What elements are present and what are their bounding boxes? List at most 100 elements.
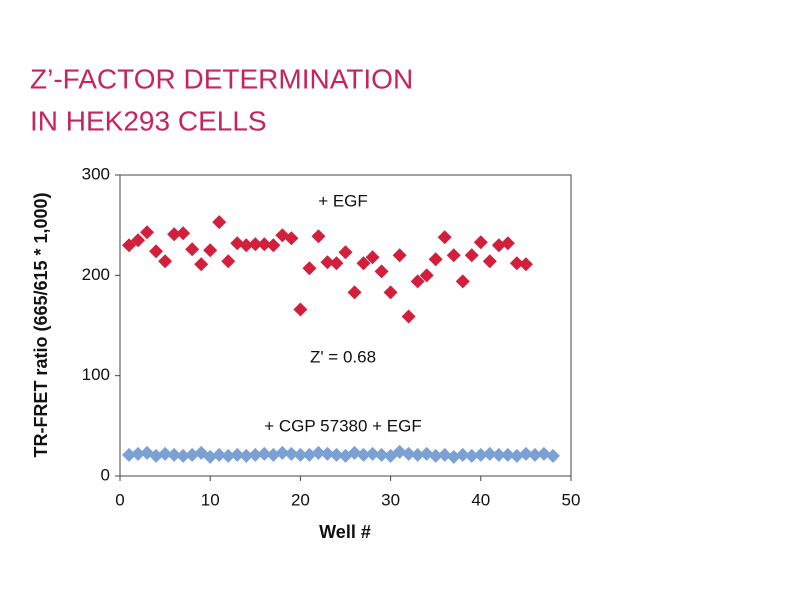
data-point bbox=[239, 448, 254, 463]
data-point bbox=[473, 447, 488, 462]
data-point bbox=[446, 449, 461, 464]
y-tick-label: 0 bbox=[101, 465, 110, 484]
data-point bbox=[185, 242, 200, 257]
x-tick-label: 0 bbox=[115, 490, 124, 509]
data-point bbox=[176, 226, 191, 241]
x-tick-label: 30 bbox=[381, 490, 400, 509]
data-point bbox=[212, 215, 227, 230]
data-point bbox=[383, 285, 398, 300]
x-tick-label: 40 bbox=[471, 490, 490, 509]
data-point bbox=[122, 447, 137, 462]
data-point bbox=[536, 446, 551, 461]
data-point bbox=[212, 447, 227, 462]
data-point bbox=[545, 448, 560, 463]
data-point bbox=[329, 447, 344, 462]
x-axis-label: Well # bbox=[319, 522, 371, 542]
data-point bbox=[158, 254, 173, 269]
data-point bbox=[131, 446, 146, 461]
data-point bbox=[392, 444, 407, 459]
data-point bbox=[365, 250, 380, 265]
data-point bbox=[500, 447, 515, 462]
data-point bbox=[149, 448, 164, 463]
data-point bbox=[356, 256, 371, 271]
x-tick-label: 10 bbox=[201, 490, 220, 509]
data-point bbox=[365, 446, 380, 461]
data-point bbox=[437, 230, 452, 245]
data-point bbox=[239, 238, 254, 253]
data-point bbox=[410, 274, 425, 289]
data-point bbox=[284, 231, 299, 246]
data-point bbox=[500, 236, 515, 251]
series-label: + CGP 57380 + EGF bbox=[264, 416, 422, 435]
y-tick-label: 300 bbox=[82, 164, 110, 183]
data-point bbox=[122, 238, 137, 253]
chart-title: IN HEK293 CELLS bbox=[30, 105, 267, 136]
data-point bbox=[311, 445, 326, 460]
data-point bbox=[491, 238, 506, 253]
data-point bbox=[257, 446, 272, 461]
data-point bbox=[446, 248, 461, 263]
data-point bbox=[257, 237, 272, 252]
data-point bbox=[419, 268, 434, 283]
y-tick-label: 100 bbox=[82, 365, 110, 384]
data-point bbox=[401, 446, 416, 461]
data-point bbox=[374, 264, 389, 279]
data-point bbox=[230, 447, 245, 462]
data-point bbox=[347, 445, 362, 460]
data-point bbox=[185, 447, 200, 462]
data-point bbox=[518, 446, 533, 461]
annotation: Z' = 0.68 bbox=[310, 347, 376, 366]
data-point bbox=[176, 448, 191, 463]
data-point bbox=[401, 309, 416, 324]
data-point bbox=[518, 257, 533, 272]
data-point bbox=[455, 274, 470, 289]
data-point bbox=[221, 254, 236, 269]
data-point bbox=[149, 244, 164, 259]
data-point bbox=[203, 243, 218, 258]
data-point bbox=[131, 233, 146, 248]
data-point bbox=[392, 248, 407, 263]
data-point bbox=[248, 237, 263, 252]
data-point bbox=[284, 446, 299, 461]
data-point bbox=[266, 447, 281, 462]
data-point bbox=[203, 449, 218, 464]
data-point bbox=[302, 447, 317, 462]
data-point bbox=[221, 448, 236, 463]
data-point bbox=[419, 446, 434, 461]
data-point bbox=[320, 446, 335, 461]
data-point bbox=[167, 227, 182, 242]
data-point bbox=[293, 302, 308, 317]
data-point bbox=[140, 225, 155, 240]
data-point bbox=[464, 448, 479, 463]
data-point bbox=[509, 448, 524, 463]
data-point bbox=[347, 285, 362, 300]
data-point bbox=[167, 447, 182, 462]
y-axis-label: TR-FRET ratio (665/615 * 1,000) bbox=[31, 192, 51, 457]
data-point bbox=[302, 261, 317, 276]
data-point bbox=[437, 447, 452, 462]
data-point bbox=[482, 446, 497, 461]
series-label: + EGF bbox=[318, 191, 368, 210]
x-tick-label: 20 bbox=[291, 490, 310, 509]
data-point bbox=[293, 447, 308, 462]
data-point bbox=[329, 256, 344, 271]
data-point bbox=[527, 447, 542, 462]
plot-frame bbox=[119, 174, 572, 477]
data-point bbox=[194, 257, 209, 272]
data-point bbox=[464, 248, 479, 263]
data-point bbox=[356, 447, 371, 462]
data-point bbox=[338, 245, 353, 260]
data-point bbox=[158, 446, 173, 461]
data-point bbox=[320, 255, 335, 270]
data-point bbox=[482, 254, 497, 269]
data-point bbox=[311, 229, 326, 244]
data-point bbox=[410, 447, 425, 462]
y-tick-label: 200 bbox=[82, 265, 110, 284]
data-point bbox=[374, 447, 389, 462]
data-point bbox=[509, 256, 524, 271]
data-point bbox=[473, 235, 488, 250]
data-point bbox=[248, 447, 263, 462]
data-point bbox=[266, 238, 281, 253]
data-point bbox=[275, 445, 290, 460]
